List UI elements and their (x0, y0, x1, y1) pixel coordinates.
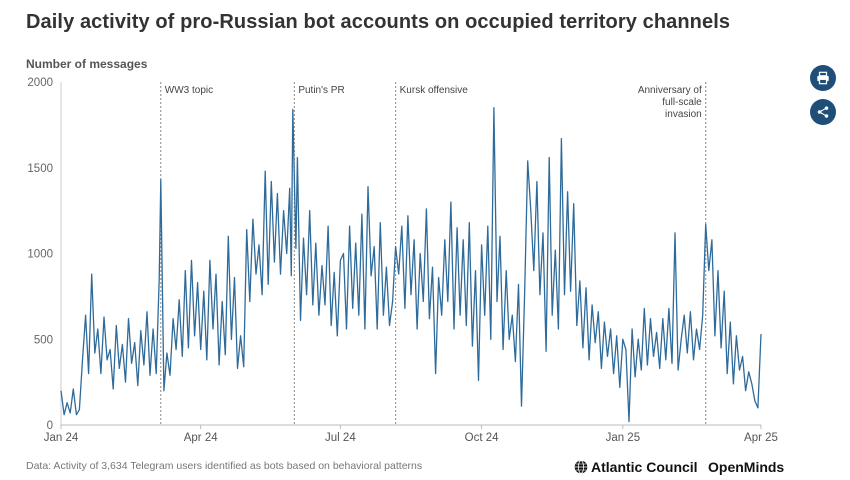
y-tick-label: 1500 (27, 163, 53, 175)
x-tick-label: Jan 25 (606, 432, 641, 444)
atlantic-council-logo: Atlantic Council (574, 459, 698, 475)
annotation-label: Anniversary of (638, 85, 702, 96)
y-tick-label: 1000 (27, 249, 53, 261)
annotation-label: Putin's PR (298, 85, 344, 96)
y-tick-label: 0 (47, 420, 53, 432)
y-axis-label: Number of messages (26, 57, 148, 71)
share-icon (817, 106, 829, 118)
x-tick-label: Oct 24 (465, 432, 499, 444)
annotation-label: full-scale (662, 97, 702, 108)
x-tick-label: Apr 25 (744, 432, 778, 444)
data-source-note: Data: Activity of 3,634 Telegram users i… (26, 460, 423, 472)
openminds-text: OpenMinds (708, 459, 785, 475)
annotation-label: invasion (665, 109, 702, 120)
x-tick-label: Apr 24 (184, 432, 218, 444)
printer-icon (817, 71, 829, 85)
annotation-label: WW3 topic (165, 85, 213, 96)
x-tick-label: Jan 24 (44, 432, 79, 444)
share-button[interactable] (810, 99, 836, 125)
x-tick-label: Jul 24 (325, 432, 356, 444)
atlantic-council-text: Atlantic Council (591, 459, 698, 475)
annotation-label: Kursk offensive (400, 85, 469, 96)
openminds-logo: OpenMinds (708, 459, 784, 475)
print-button[interactable] (810, 65, 836, 91)
y-tick-label: 2000 (27, 77, 53, 89)
globe-icon (574, 460, 588, 474)
y-tick-label: 500 (34, 334, 53, 346)
chart-title: Daily activity of pro-Russian bot accoun… (26, 11, 731, 33)
series-line (60, 107, 762, 423)
